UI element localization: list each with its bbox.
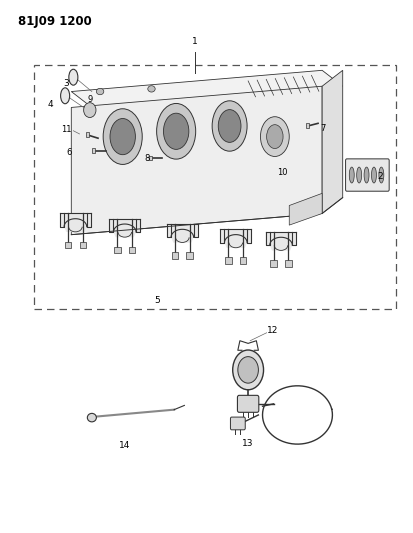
Ellipse shape	[147, 86, 155, 92]
Bar	[285, 260, 291, 266]
Ellipse shape	[103, 109, 142, 165]
Polygon shape	[109, 219, 140, 237]
Text: 2: 2	[377, 172, 382, 181]
Text: 8: 8	[144, 155, 149, 164]
Ellipse shape	[87, 414, 96, 422]
Ellipse shape	[266, 125, 282, 149]
Polygon shape	[71, 86, 321, 235]
Bar	[64, 241, 71, 248]
Bar	[270, 260, 276, 266]
Ellipse shape	[60, 88, 69, 104]
FancyBboxPatch shape	[237, 395, 258, 413]
Ellipse shape	[232, 350, 263, 390]
Bar	[305, 123, 308, 128]
Text: 9: 9	[88, 95, 93, 104]
Bar	[149, 156, 152, 160]
Ellipse shape	[69, 69, 78, 85]
FancyBboxPatch shape	[230, 417, 244, 430]
Ellipse shape	[83, 103, 96, 117]
Polygon shape	[60, 214, 90, 232]
Ellipse shape	[156, 103, 195, 159]
Ellipse shape	[260, 117, 289, 157]
Ellipse shape	[237, 357, 258, 383]
Ellipse shape	[356, 167, 361, 183]
Text: 10: 10	[276, 168, 287, 177]
Bar	[128, 247, 135, 253]
Bar	[186, 252, 192, 259]
Text: 12: 12	[266, 326, 278, 335]
Bar	[171, 252, 178, 259]
FancyBboxPatch shape	[345, 159, 388, 191]
Text: 7: 7	[319, 124, 325, 133]
Bar	[85, 132, 89, 137]
Polygon shape	[265, 232, 296, 251]
Text: 3: 3	[63, 79, 69, 88]
Text: 1: 1	[191, 37, 197, 46]
Polygon shape	[166, 224, 197, 243]
Ellipse shape	[96, 88, 104, 95]
Bar	[114, 247, 120, 253]
Text: 13: 13	[242, 439, 253, 448]
Bar	[239, 257, 246, 264]
Ellipse shape	[110, 118, 135, 155]
Ellipse shape	[211, 101, 247, 151]
Text: 5: 5	[154, 296, 160, 305]
Bar	[92, 148, 95, 153]
Bar	[225, 257, 231, 264]
Bar	[34, 65, 395, 309]
Ellipse shape	[218, 110, 240, 142]
Ellipse shape	[363, 167, 368, 183]
Polygon shape	[289, 193, 321, 225]
Text: 11: 11	[61, 125, 71, 134]
Bar	[79, 241, 86, 248]
Ellipse shape	[378, 167, 383, 183]
Polygon shape	[71, 70, 342, 108]
Text: 14: 14	[119, 441, 130, 450]
Ellipse shape	[370, 167, 375, 183]
Text: 81J09 1200: 81J09 1200	[18, 14, 91, 28]
Ellipse shape	[349, 167, 354, 183]
Polygon shape	[321, 70, 342, 214]
Ellipse shape	[163, 113, 188, 149]
Polygon shape	[220, 229, 251, 248]
Text: 6: 6	[66, 148, 71, 157]
Text: 4: 4	[47, 100, 53, 109]
